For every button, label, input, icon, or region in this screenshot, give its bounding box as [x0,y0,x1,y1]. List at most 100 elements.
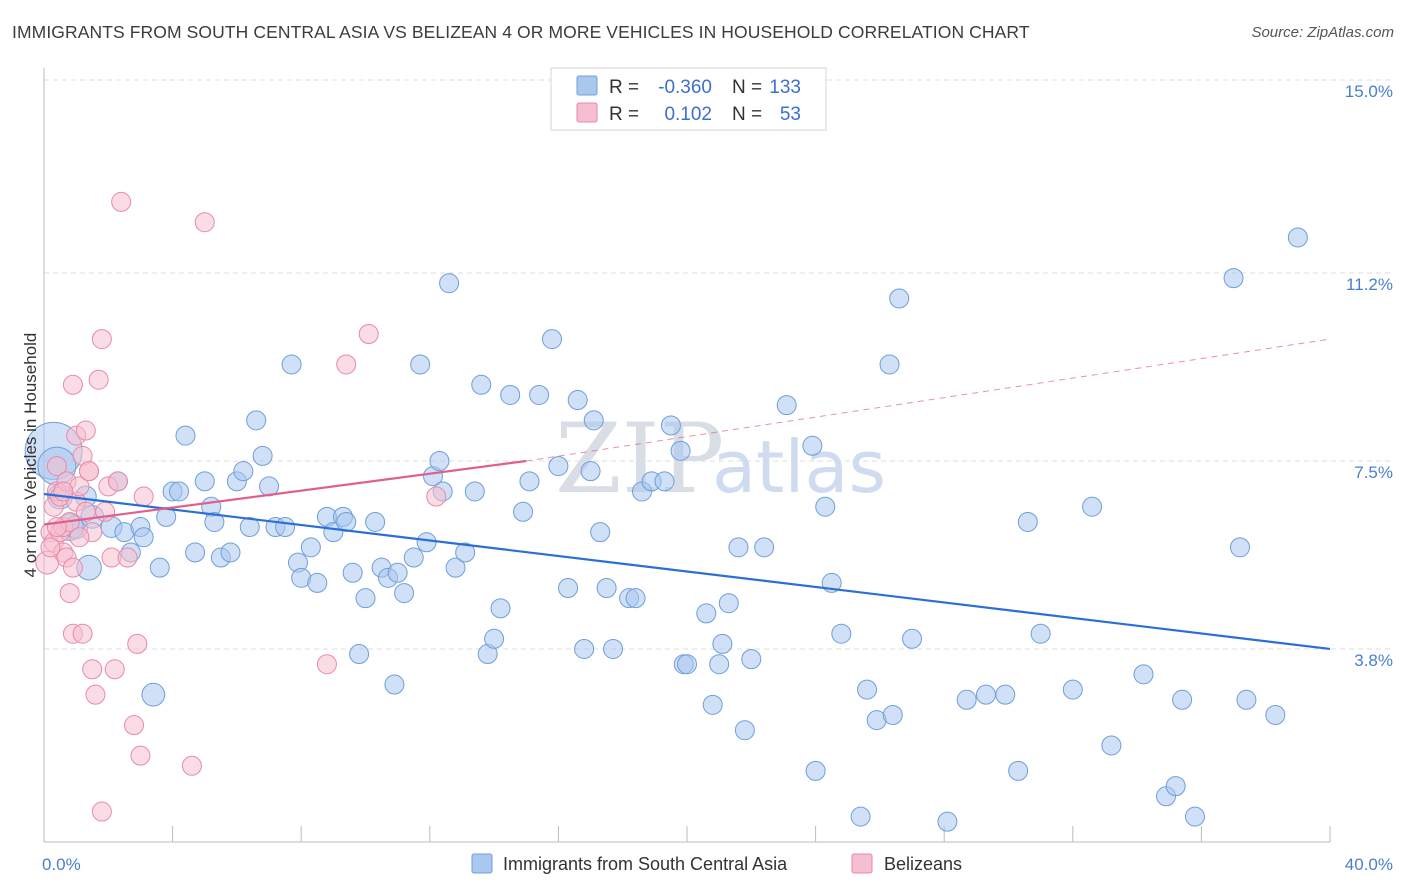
immigrants-point-126 [1229,537,1250,558]
belizeans-point-39 [127,633,148,654]
immigrants-point-60 [455,542,476,563]
immigrants-point-94 [728,537,749,558]
immigrants-point-106 [879,354,900,375]
immigrants-point-100 [815,496,836,517]
immigrants-point-72 [558,578,579,598]
immigrants-point-117 [1062,679,1083,700]
immigrants-point-14 [141,682,166,707]
legend-n-label-1: N = [732,77,762,98]
immigrants-point-125 [1223,268,1244,289]
immigrants-point-64 [484,628,505,649]
legend-swatch-pink [576,102,598,123]
bottom-legend-swatch-pink [851,853,873,874]
belizeans-point-35 [107,471,128,492]
legend-r-value-2: 0.102 [664,104,712,125]
y-tick-label-3: 15.0% [1345,82,1393,101]
x-tick-label-1: 40.0% [1345,855,1393,874]
bottom-legend-label-pink: Belizeans [884,854,962,874]
immigrants-point-79 [596,578,617,598]
belizeans-point-51 [62,557,83,578]
immigrants-point-65 [490,598,511,619]
series-points-immigrants [24,227,1308,832]
belizeans-point-28 [88,369,109,390]
trend-lines [43,338,1331,651]
immigrants-point-99 [802,435,823,456]
trend-line-belizeans [43,459,527,526]
immigrants-point-92 [712,633,733,654]
immigrants-point-53 [410,354,431,375]
immigrants-point-46 [365,511,386,532]
immigrants-point-54 [416,532,437,553]
belizeans-point-43 [194,212,215,233]
immigrants-point-25 [220,542,241,563]
immigrants-point-113 [995,684,1016,705]
belizeans-point-45 [336,354,357,375]
belizeans-point-42 [181,755,202,776]
immigrants-point-108 [889,288,910,309]
immigrants-point-23 [204,511,225,532]
immigrants-point-124 [1184,806,1205,827]
immigrants-point-58 [439,273,460,294]
trend-line-belizeans-extension [526,338,1331,462]
immigrants-point-29 [246,410,267,431]
immigrants-point-20 [185,542,206,563]
immigrants-point-62 [471,374,492,395]
belizeans-point-52 [40,537,61,558]
legend-n-label-2: N = [732,104,762,125]
belizeans-point-44 [316,654,337,675]
immigrants-point-98 [776,395,797,416]
immigrants-point-61 [464,481,485,502]
immigrants-point-107 [882,705,903,725]
belizeans-point-40 [130,745,151,766]
immigrants-point-111 [956,689,977,710]
trend-line-immigrants [43,492,1331,651]
y-tick-labels: 3.8% 7.5% 11.2% 15.0% [1345,82,1393,670]
immigrants-point-75 [580,461,601,482]
belizeans-point-41 [133,486,154,507]
immigrants-point-28 [239,517,260,538]
belizeans-point-25 [82,659,103,680]
belizeans-point-31 [95,501,116,522]
immigrants-point-49 [384,674,405,695]
belizeans-point-24 [79,461,100,482]
legend-r-label-1: R = [609,77,639,98]
immigrants-point-84 [654,471,675,492]
immigrants-point-90 [702,694,723,715]
immigrants-point-115 [1017,511,1038,532]
immigrants-point-34 [281,354,302,375]
immigrants-point-89 [696,603,717,624]
immigrants-point-67 [513,501,534,522]
immigrants-point-73 [567,390,588,411]
belizeans-point-47 [426,486,447,507]
immigrants-point-116 [1030,623,1051,644]
immigrants-point-33 [275,517,296,538]
belizeans-point-15 [62,374,83,395]
immigrants-point-74 [574,638,595,659]
immigrants-point-123 [1172,689,1193,710]
immigrants-point-19 [175,425,196,446]
immigrants-point-130 [805,760,826,781]
immigrants-point-50 [387,562,408,583]
immigrants-point-128 [1265,705,1286,725]
immigrants-point-43 [342,562,363,583]
immigrants-point-52 [403,547,424,568]
immigrants-point-81 [625,588,646,609]
immigrants-point-103 [850,806,871,827]
immigrants-point-93 [718,593,739,614]
belizeans-point-29 [91,329,112,350]
immigrants-point-88 [677,654,697,675]
immigrants-point-127 [1236,689,1257,710]
immigrants-point-71 [548,456,569,477]
immigrants-point-96 [741,649,762,670]
immigrants-point-110 [937,811,958,832]
immigrants-point-66 [500,384,521,405]
immigrants-point-102 [831,623,852,644]
belizeans-point-36 [111,191,132,212]
immigrants-point-85 [660,415,681,436]
bottom-legend-label-blue: Immigrants from South Central Asia [503,854,788,874]
immigrants-point-38 [307,572,328,593]
chart-title: IMMIGRANTS FROM SOUTH CENTRAL ASIA VS BE… [12,22,1030,42]
immigrants-point-70 [541,329,562,350]
immigrants-point-91 [709,654,730,675]
bottom-legend-swatch-blue [471,853,493,874]
